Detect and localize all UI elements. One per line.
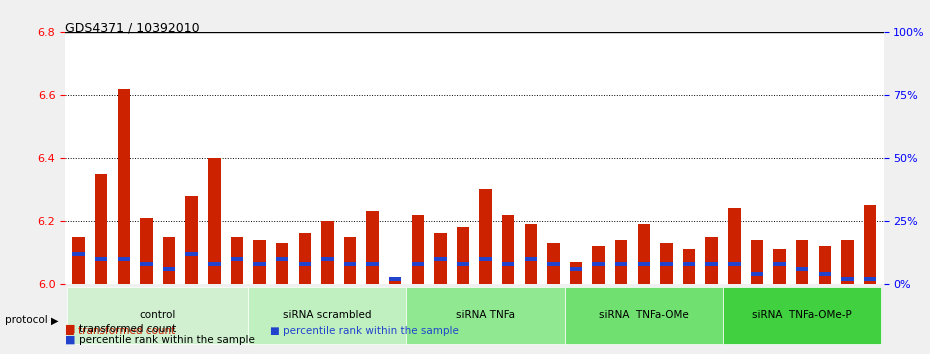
Bar [163, 267, 176, 271]
Bar [95, 174, 108, 284]
Bar [276, 243, 288, 284]
FancyBboxPatch shape [565, 287, 723, 344]
Bar [434, 257, 446, 261]
Bar [321, 257, 334, 261]
Bar [276, 257, 288, 261]
Bar [344, 236, 356, 284]
Text: siRNA TNFa: siRNA TNFa [456, 310, 515, 320]
FancyBboxPatch shape [406, 287, 565, 344]
Text: control: control [140, 310, 176, 320]
Text: percentile rank within the sample: percentile rank within the sample [79, 335, 255, 345]
Bar [389, 278, 402, 284]
Bar [321, 221, 334, 284]
Bar [185, 252, 198, 256]
Bar [73, 236, 85, 284]
Bar [818, 272, 830, 276]
Bar [208, 158, 220, 284]
Bar [660, 262, 672, 266]
Bar [683, 249, 696, 284]
FancyBboxPatch shape [723, 287, 882, 344]
Text: GDS4371 / 10392010: GDS4371 / 10392010 [65, 21, 200, 34]
Bar [389, 277, 402, 281]
Bar [525, 257, 537, 261]
Bar [185, 196, 198, 284]
Bar [253, 262, 266, 266]
Bar [344, 262, 356, 266]
Text: ■ percentile rank within the sample: ■ percentile rank within the sample [270, 326, 458, 336]
Bar [615, 262, 628, 266]
Bar [660, 243, 672, 284]
Bar [638, 224, 650, 284]
Bar [818, 246, 830, 284]
Bar [773, 249, 786, 284]
Bar [638, 262, 650, 266]
Text: protocol: protocol [5, 315, 47, 325]
Bar [615, 240, 628, 284]
Bar [751, 240, 764, 284]
FancyBboxPatch shape [67, 287, 248, 344]
Text: siRNA  TNFa-OMe: siRNA TNFa-OMe [599, 310, 689, 320]
Bar [208, 262, 220, 266]
Bar [299, 262, 311, 266]
Bar [592, 262, 604, 266]
Bar [231, 257, 243, 261]
Bar [502, 262, 514, 266]
Bar [366, 262, 379, 266]
Text: ■ transformed count: ■ transformed count [65, 326, 176, 336]
Text: ▶: ▶ [51, 315, 59, 325]
Bar [457, 227, 470, 284]
Text: ■: ■ [65, 335, 75, 345]
Bar [412, 262, 424, 266]
Bar [547, 243, 560, 284]
Bar [592, 246, 604, 284]
Bar [525, 224, 537, 284]
Bar [231, 236, 243, 284]
Bar [864, 205, 876, 284]
Bar [706, 262, 718, 266]
Bar [570, 262, 582, 284]
Bar [140, 218, 153, 284]
Bar [95, 257, 108, 261]
Bar [366, 211, 379, 284]
Text: siRNA scrambled: siRNA scrambled [283, 310, 372, 320]
Bar [796, 267, 808, 271]
Bar [118, 88, 130, 284]
Bar [728, 208, 740, 284]
Bar [841, 277, 854, 281]
Bar [683, 262, 696, 266]
Bar [728, 262, 740, 266]
Bar [412, 215, 424, 284]
Bar [479, 257, 492, 261]
Bar [864, 277, 876, 281]
Bar [163, 236, 176, 284]
Text: ■: ■ [65, 324, 75, 334]
Bar [299, 234, 311, 284]
Bar [570, 267, 582, 271]
FancyBboxPatch shape [248, 287, 406, 344]
Bar [796, 240, 808, 284]
Bar [253, 240, 266, 284]
Bar [73, 252, 85, 256]
Bar [547, 262, 560, 266]
Bar [841, 240, 854, 284]
Bar [751, 272, 764, 276]
Bar [479, 189, 492, 284]
Bar [434, 234, 446, 284]
Bar [118, 257, 130, 261]
Bar [706, 236, 718, 284]
Bar [140, 262, 153, 266]
Text: transformed count: transformed count [79, 324, 177, 334]
Bar [502, 215, 514, 284]
Bar [457, 262, 470, 266]
Text: siRNA  TNFa-OMe-P: siRNA TNFa-OMe-P [752, 310, 852, 320]
Bar [773, 262, 786, 266]
